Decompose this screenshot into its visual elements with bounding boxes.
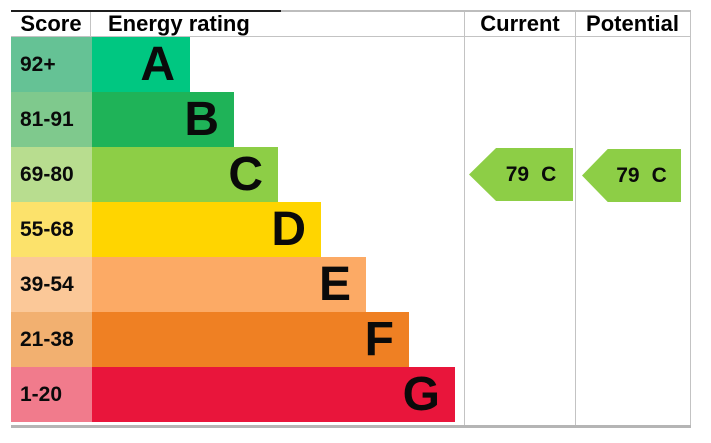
band-row-b: 81-91 B	[11, 92, 691, 147]
score-cell-e: 39-54	[11, 257, 92, 312]
band-letter-b: B	[184, 93, 219, 146]
score-range-label: 55-68	[20, 217, 74, 241]
score-column-header: Score	[20, 11, 82, 36]
top-border-dark-segment	[11, 10, 281, 12]
band-row-d: 55-68 D	[11, 202, 691, 257]
band-letter-f: F	[364, 313, 394, 366]
score-range-label: 92+	[20, 52, 56, 76]
band-row-g: 1-20 G	[11, 367, 691, 422]
band-row-f: 21-38 F	[11, 312, 691, 367]
score-cell-f: 21-38	[11, 312, 92, 367]
rating-bar-g: G	[92, 367, 455, 422]
rating-bar-e: E	[92, 257, 366, 312]
score-range-label: 69-80	[20, 162, 74, 186]
table-bottom-border	[11, 425, 691, 428]
rating-bar-d: D	[92, 202, 321, 257]
header-divider-line	[11, 36, 691, 37]
score-cell-a: 92+	[11, 37, 92, 92]
score-column-divider	[90, 12, 91, 36]
rating-bar-c: C	[92, 147, 278, 202]
table-right-border	[690, 12, 691, 428]
rating-bar-a: A	[92, 37, 190, 92]
score-cell-g: 1-20	[11, 367, 92, 422]
band-row-a: 92+ A	[11, 37, 691, 92]
score-range-label: 39-54	[20, 272, 74, 296]
score-cell-c: 69-80	[11, 147, 92, 202]
band-letter-c: C	[228, 148, 263, 201]
current-column-header: Current	[480, 11, 560, 36]
current-column-divider	[464, 12, 465, 428]
score-range-label: 81-91	[20, 107, 74, 131]
energy-rating-column-header: Energy rating	[108, 11, 250, 36]
score-range-label: 21-38	[20, 327, 74, 351]
score-range-label: 1-20	[20, 382, 63, 406]
band-letter-d: D	[271, 203, 306, 256]
potential-rating-value: 79 C	[596, 164, 667, 188]
potential-column-divider	[575, 12, 576, 428]
band-row-e: 39-54 E	[11, 257, 691, 312]
current-rating-value: 79 C	[486, 163, 557, 187]
current-score: 79	[505, 162, 530, 186]
potential-band: C	[651, 163, 667, 187]
score-cell-b: 81-91	[11, 92, 92, 147]
score-cell-d: 55-68	[11, 202, 92, 257]
band-letter-g: G	[402, 368, 440, 421]
top-border-light-segment	[281, 10, 691, 12]
rating-bar-b: B	[92, 92, 234, 147]
band-row-c: 69-80 C	[11, 147, 691, 202]
potential-column-header: Potential	[586, 11, 679, 36]
potential-score: 79	[616, 163, 640, 187]
rating-bar-f: F	[92, 312, 409, 367]
band-letter-e: E	[318, 258, 351, 311]
band-letter-a: A	[140, 38, 175, 91]
current-band: C	[541, 162, 557, 186]
